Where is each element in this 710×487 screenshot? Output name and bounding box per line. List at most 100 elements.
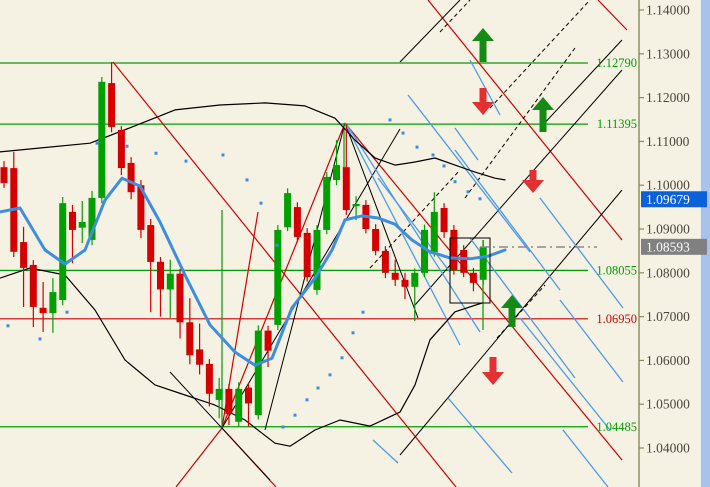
down-arrow-annotation[interactable] <box>472 88 494 115</box>
sar-dot <box>305 398 309 402</box>
y-axis-tick-label: 1.09000 <box>646 222 690 237</box>
candle[interactable] <box>342 124 350 215</box>
candle[interactable] <box>284 188 292 232</box>
up-arrow-annotation[interactable] <box>532 97 554 132</box>
candle[interactable] <box>391 259 399 286</box>
red-trendline[interactable] <box>175 427 223 487</box>
level-price-label: 1.11395 <box>597 117 637 131</box>
candle[interactable] <box>460 245 468 278</box>
candle[interactable] <box>313 225 321 295</box>
blue-channel-line[interactable] <box>407 94 531 253</box>
sar-dot <box>293 413 297 417</box>
down-arrow-annotation[interactable] <box>482 357 504 385</box>
blue-channel-line[interactable] <box>377 177 451 273</box>
blue-channel-line[interactable] <box>519 317 611 431</box>
rectangle-annotation[interactable] <box>449 237 491 304</box>
candle[interactable] <box>205 359 213 407</box>
up-arrow-annotation[interactable] <box>501 295 523 327</box>
current-price-tag-label: 1.09679 <box>646 192 690 207</box>
candle[interactable] <box>98 77 106 204</box>
candle[interactable] <box>117 126 125 176</box>
candle[interactable] <box>469 268 477 292</box>
candle[interactable] <box>166 259 174 318</box>
level-price-label: 1.12790 <box>596 56 637 70</box>
current-price-tag-label: 1.08593 <box>646 239 690 254</box>
candle[interactable] <box>323 172 331 235</box>
candle[interactable] <box>450 225 458 275</box>
candle[interactable] <box>245 382 252 427</box>
blue-channel-line[interactable] <box>346 124 481 333</box>
down-arrow-annotation[interactable] <box>522 170 544 193</box>
candle[interactable] <box>20 226 28 307</box>
blue-channel-line[interactable] <box>372 439 399 464</box>
candle[interactable] <box>186 298 194 365</box>
blue-channel-line[interactable] <box>454 149 561 291</box>
candle[interactable] <box>29 260 37 328</box>
y-axis-tick-label: 1.11000 <box>646 134 690 149</box>
y-axis-tick-label: 1.12000 <box>646 90 690 105</box>
black-dashed-trendline[interactable] <box>489 0 591 109</box>
sar-dot <box>125 144 129 148</box>
candle[interactable] <box>421 224 428 278</box>
candle[interactable] <box>49 278 57 333</box>
blue-channel-line[interactable] <box>469 59 501 116</box>
sar-dot <box>316 386 320 390</box>
blue-channel-line[interactable] <box>562 429 609 487</box>
candle[interactable] <box>274 225 282 331</box>
red-trendline[interactable] <box>112 61 460 487</box>
blue-channel-line[interactable] <box>447 397 513 474</box>
black-dashed-trendline[interactable] <box>496 284 546 339</box>
candle[interactable] <box>411 268 419 321</box>
sar-dot <box>340 356 344 360</box>
candle[interactable] <box>147 218 155 313</box>
sar-dot <box>259 201 263 205</box>
sar-dot <box>221 153 225 157</box>
candle[interactable] <box>235 382 243 427</box>
red-trendline[interactable] <box>427 0 623 241</box>
candle[interactable] <box>69 204 76 264</box>
candle[interactable] <box>401 272 409 300</box>
sar-dot <box>154 151 158 155</box>
black-trendline[interactable] <box>169 371 271 481</box>
level-price-label: 1.08055 <box>596 263 637 277</box>
candle[interactable] <box>39 282 47 332</box>
candle[interactable] <box>196 323 204 375</box>
black-trendline[interactable] <box>539 39 623 129</box>
candle[interactable] <box>176 268 184 339</box>
sar-dot <box>6 324 10 328</box>
candle[interactable] <box>303 228 311 282</box>
candle[interactable] <box>59 197 67 306</box>
blue-channel-line[interactable] <box>559 299 624 383</box>
blue-channel-line[interactable] <box>454 127 479 161</box>
blue-channel-line[interactable] <box>539 197 624 309</box>
level-price-label: 1.04485 <box>596 420 637 434</box>
up-arrow-annotation[interactable] <box>472 28 494 62</box>
red-trendline[interactable] <box>597 0 628 31</box>
candle[interactable] <box>381 246 389 279</box>
candle[interactable] <box>215 377 223 419</box>
candle[interactable] <box>254 325 262 420</box>
candle[interactable] <box>0 161 8 188</box>
candle[interactable] <box>293 202 301 243</box>
candle[interactable] <box>157 257 164 317</box>
candle[interactable] <box>333 140 340 186</box>
sar-dot <box>38 337 42 341</box>
red-trendline[interactable] <box>221 122 346 429</box>
candle[interactable] <box>127 157 135 200</box>
sar-dot <box>361 310 365 314</box>
black-trendline[interactable] <box>221 128 401 429</box>
candle[interactable] <box>108 62 116 133</box>
candle[interactable] <box>225 384 233 426</box>
black-trendline[interactable] <box>399 0 461 63</box>
candle[interactable] <box>372 224 380 256</box>
candle[interactable] <box>78 201 86 243</box>
black-dashed-trendline[interactable] <box>464 47 576 199</box>
blue-channel-line[interactable] <box>344 122 461 346</box>
y-axis-tick-label: 1.05000 <box>646 397 690 412</box>
black-dashed-trendline[interactable] <box>439 0 471 33</box>
sar-dot <box>281 425 285 429</box>
candle[interactable] <box>440 203 448 238</box>
candle[interactable] <box>430 192 438 257</box>
y-axis-tick-label: 1.13000 <box>646 46 690 61</box>
